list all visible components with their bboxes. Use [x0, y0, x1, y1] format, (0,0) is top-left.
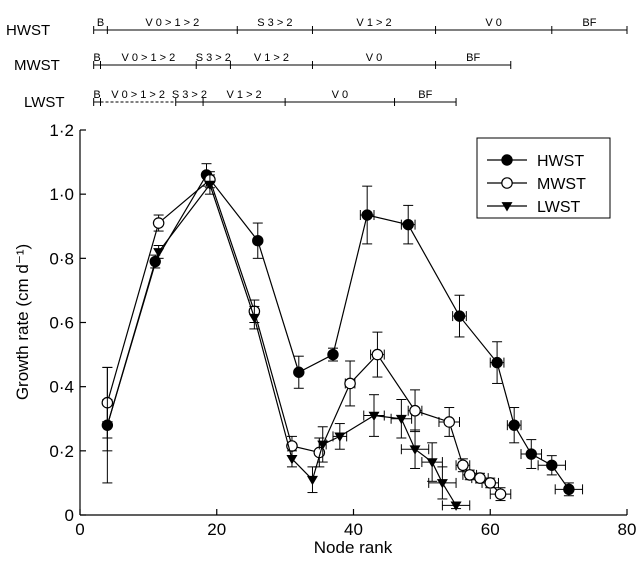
data-point-triangle	[409, 445, 421, 455]
data-point-open-circle	[443, 416, 456, 428]
series-mwst	[101, 171, 512, 502]
data-point-open-circle	[409, 404, 421, 417]
y-tick-label: 1·0	[49, 185, 74, 204]
legend-box	[476, 137, 611, 219]
legend-label: MWST	[537, 176, 586, 193]
data-point-open-circle	[457, 459, 469, 472]
phase-label: V 0	[332, 89, 349, 101]
phase-label: S 3 > 2	[257, 17, 292, 29]
data-point-filled-circle	[508, 419, 520, 431]
data-point-filled-circle	[293, 366, 305, 378]
data-point-triangle	[101, 421, 113, 431]
phase-label: B	[93, 89, 100, 101]
phase-label: V 1 > 2	[254, 52, 289, 64]
data-point-triangle	[436, 479, 448, 489]
data-point-filled-circle	[525, 448, 537, 460]
y-tick-label: 0·2	[49, 442, 74, 461]
data-point-open-circle	[371, 348, 384, 361]
phase-label: V 0	[366, 52, 383, 64]
data-point-open-circle	[494, 488, 507, 500]
phase-label: BF	[418, 89, 432, 101]
phase-bar-name: HWST	[6, 22, 50, 39]
phase-bar-name: MWST	[14, 57, 60, 74]
phase-label: S 3 > 2	[196, 52, 231, 64]
y-tick-label: 1·2	[49, 121, 74, 140]
phase-bar-name: LWST	[24, 94, 65, 111]
phase-label: B	[93, 52, 100, 64]
data-point-filled-circle	[501, 154, 513, 166]
data-point-filled-circle	[563, 483, 575, 496]
x-tick-label: 80	[618, 520, 637, 539]
phase-label: V 0 > 1 > 2	[111, 89, 165, 101]
data-point-filled-circle	[252, 234, 264, 247]
y-axis-title: Growth rate (cm d⁻¹)	[13, 244, 32, 400]
data-point-triangle	[395, 414, 407, 425]
data-point-triangle	[204, 180, 216, 191]
x-axis-title: Node rank	[314, 538, 393, 557]
data-point-triangle	[306, 475, 318, 486]
y-tick-label: 0	[65, 506, 74, 525]
series-line	[106, 183, 457, 506]
phase-label: V 0 > 1 > 2	[121, 52, 175, 64]
phase-label: V 0 > 1 > 2	[145, 17, 199, 29]
data-point-triangle	[286, 455, 298, 465]
ticks: 0 20 40 60 80 0 0·2 0·4 0·6 0·8 1·0 1·2	[49, 121, 636, 539]
y-tick-label: 0·8	[49, 249, 74, 268]
phase-bars: HWST B V 0 > 1 > 2 S 3 > 2 V 1 > 2 V 0 BF MWST B…	[6, 17, 628, 111]
phase-label: V 0	[485, 17, 502, 29]
series-lwst	[101, 174, 471, 511]
data-point-triangle	[426, 458, 438, 468]
data-point-filled-circle	[546, 459, 558, 471]
data-point-triangle	[248, 313, 260, 324]
data-point-filled-circle	[361, 209, 373, 221]
phase-label: B	[97, 17, 104, 29]
data-point-triangle	[334, 432, 346, 442]
y-tick-label: 0·4	[49, 378, 74, 397]
data-point-filled-circle	[327, 348, 339, 361]
data-point-open-circle	[484, 477, 497, 489]
data-point-open-circle	[152, 217, 165, 229]
data-point-open-circle	[474, 472, 486, 484]
data-point-triangle	[153, 248, 165, 258]
data-point-filled-circle	[402, 218, 414, 231]
legend-label: LWST	[537, 199, 580, 216]
phase-label: BF	[582, 17, 596, 29]
data-point-triangle	[450, 501, 462, 511]
data-point-triangle	[317, 440, 329, 450]
data-point-open-circle	[501, 177, 513, 189]
series-line	[106, 173, 570, 490]
series-line	[106, 178, 501, 495]
phase-label: BF	[466, 52, 480, 64]
x-tick-label: 0	[75, 520, 84, 539]
data-point-filled-circle	[491, 356, 503, 369]
data-point-open-circle	[344, 377, 356, 390]
data-point-open-circle	[463, 469, 476, 481]
phase-label: V 1 > 2	[356, 17, 391, 29]
x-tick-label: 60	[481, 520, 500, 539]
phase-label: S 3 > 2	[172, 89, 207, 101]
x-tick-label: 40	[344, 520, 363, 539]
legend-label: HWST	[537, 153, 584, 170]
data-point-filled-circle	[453, 310, 466, 322]
y-tick-label: 0·6	[49, 314, 74, 333]
phase-label: V 1 > 2	[227, 89, 262, 101]
data-point-triangle	[368, 411, 380, 422]
series	[101, 163, 584, 511]
data-point-triangle	[501, 202, 513, 212]
x-tick-label: 20	[207, 520, 226, 539]
legend: HWST MWST LWST	[476, 137, 611, 219]
